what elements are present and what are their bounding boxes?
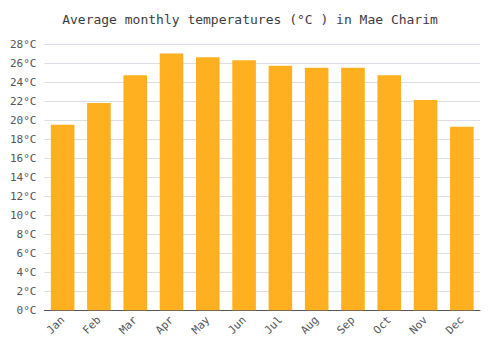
svg-text:Average monthly temperatures (: Average monthly temperatures (°C ) in Ma… <box>62 12 438 27</box>
svg-text:18°C: 18°C <box>10 133 37 146</box>
svg-text:14°C: 14°C <box>10 171 37 184</box>
svg-text:26°C: 26°C <box>10 57 37 70</box>
svg-text:4°C: 4°C <box>17 266 37 279</box>
svg-text:12°C: 12°C <box>10 190 37 203</box>
svg-text:28°C: 28°C <box>10 38 37 51</box>
svg-text:Nov: Nov <box>407 313 430 336</box>
svg-text:10°C: 10°C <box>10 209 37 222</box>
svg-text:2°C: 2°C <box>17 285 37 298</box>
svg-text:Jan: Jan <box>44 314 67 337</box>
svg-text:Aug: Aug <box>298 314 321 337</box>
svg-text:20°C: 20°C <box>10 114 37 127</box>
svg-text:Sep: Sep <box>334 314 357 337</box>
svg-text:24°C: 24°C <box>10 76 37 89</box>
svg-text:Mar: Mar <box>117 313 140 336</box>
svg-text:Feb: Feb <box>80 314 103 337</box>
svg-text:22°C: 22°C <box>10 95 37 108</box>
svg-text:8°C: 8°C <box>17 228 37 241</box>
svg-text:Jun: Jun <box>225 314 248 337</box>
svg-text:0°C: 0°C <box>17 304 37 317</box>
svg-text:Jul: Jul <box>262 314 285 337</box>
svg-text:Dec: Dec <box>443 314 466 337</box>
svg-text:6°C: 6°C <box>17 247 37 260</box>
svg-text:May: May <box>189 313 212 336</box>
svg-text:Oct: Oct <box>371 314 394 337</box>
svg-text:16°C: 16°C <box>10 152 37 165</box>
svg-text:Apr: Apr <box>153 313 176 336</box>
